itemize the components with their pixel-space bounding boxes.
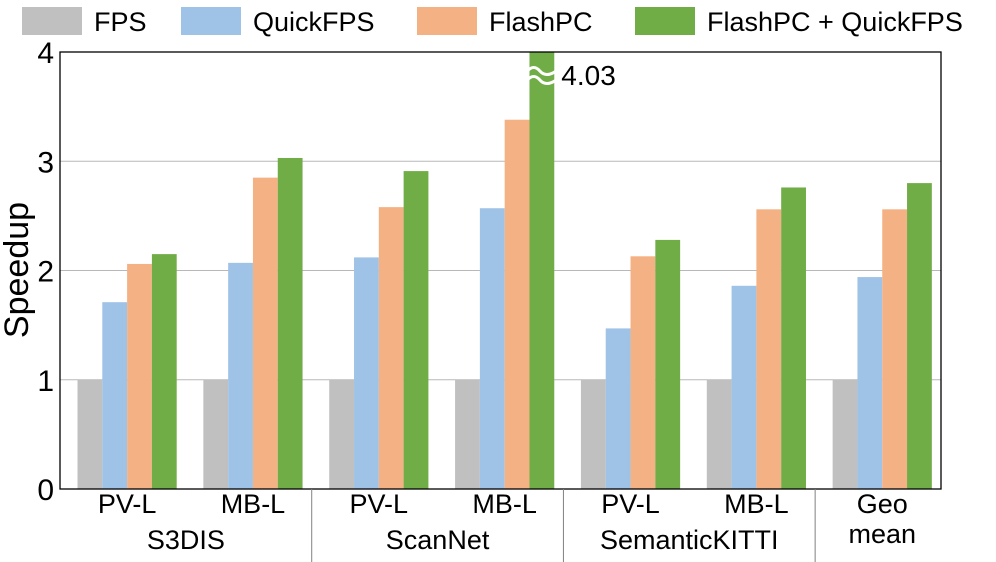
bar-quickfps-5 [731, 285, 757, 489]
x-tick-label: mean [848, 519, 916, 549]
x-tick-label: Geo [857, 489, 908, 519]
axes [59, 51, 942, 562]
bar-fps-4 [580, 379, 606, 489]
legend-swatch [417, 7, 477, 35]
axis-break-mark [526, 66, 558, 76]
bar-fps-3 [455, 379, 480, 489]
bar-quickfps-0 [102, 302, 128, 489]
bar-flashpc-6 [882, 209, 908, 489]
bar-flashpc-2 [378, 207, 404, 489]
x-tick-label: MB-L [472, 489, 537, 519]
legend: FPS QuickFPS FlashPC FlashPC + QuickFPS [22, 7, 963, 37]
bar-flashpc-0 [127, 263, 152, 489]
bars: 4.03 [77, 52, 932, 490]
group-label: SemanticKITTI [600, 525, 779, 555]
bar-quickfps-3 [479, 208, 505, 490]
x-tick-label: MB-L [724, 489, 789, 519]
legend-label: FPS [94, 7, 147, 37]
y-tick-label: 3 [37, 146, 54, 179]
bar-flashpc-5 [756, 209, 782, 489]
group-label: S3DIS [147, 525, 225, 555]
legend-swatch [635, 7, 695, 35]
y-tick-label: 2 [37, 256, 54, 289]
legend-label: QuickFPS [253, 7, 375, 37]
bar-fps-6 [832, 379, 858, 489]
y-tick-label: 4 [37, 37, 54, 70]
group-label: ScanNet [386, 525, 490, 555]
y-tick-label: 0 [37, 474, 54, 507]
bar-fps-0 [77, 379, 103, 489]
bar-quickfps-6 [857, 277, 883, 489]
bar-fps-5 [706, 379, 732, 489]
bar-flashpc-quickfps-2 [403, 171, 429, 489]
bar-quickfps-2 [354, 257, 379, 489]
bar-flashpc-quickfps-1 [277, 157, 303, 489]
y-tick-label: 1 [37, 365, 54, 398]
legend-swatch [22, 7, 82, 35]
bar-value-annotation: 4.03 [561, 60, 616, 91]
bar-flashpc-quickfps-6 [907, 183, 932, 489]
legend-label: FlashPC + QuickFPS [707, 7, 963, 37]
x-tick-label: PV-L [350, 489, 409, 519]
plot-frame [59, 51, 942, 490]
bar-flashpc-quickfps-5 [781, 187, 806, 489]
bar-flashpc-4 [630, 256, 656, 489]
x-tick-label: PV-L [98, 489, 157, 519]
bar-fps-1 [203, 379, 229, 489]
bar-flashpc-3 [504, 119, 530, 490]
bar-flashpc-1 [252, 177, 278, 489]
y-axis-title: Speedup [0, 202, 36, 338]
x-tick-label: PV-L [601, 489, 660, 519]
bar-quickfps-4 [605, 328, 631, 489]
legend-swatch [181, 7, 241, 35]
bar-flashpc-quickfps-4 [655, 239, 681, 489]
bar-flashpc-quickfps-0 [151, 254, 177, 489]
legend-label: FlashPC [489, 7, 593, 37]
x-tick-label: MB-L [221, 489, 286, 519]
axis-break-mark [526, 75, 558, 85]
bar-flashpc-quickfps-3 [529, 52, 555, 489]
bar-fps-2 [329, 379, 355, 489]
bar-quickfps-1 [228, 262, 253, 489]
